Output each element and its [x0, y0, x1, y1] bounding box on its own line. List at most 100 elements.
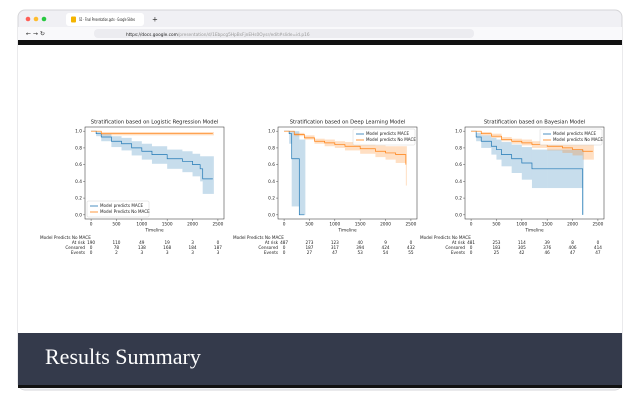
risk-value: 3 [191, 240, 194, 245]
survival-curve [91, 130, 213, 180]
risk-value: 54 [383, 250, 389, 255]
risk-value: 40 [358, 240, 364, 245]
risk-value: 9 [384, 240, 387, 245]
confidence-band [291, 131, 300, 207]
y-tick-label: 1.0 [268, 129, 275, 135]
new-tab[interactable]: + [152, 16, 158, 24]
risk-value: 114 [518, 240, 526, 245]
y-tick-label: 0.2 [455, 196, 462, 202]
minimize-button[interactable] [33, 16, 39, 22]
risk-value: 184 [189, 245, 197, 250]
tab-title: S5 - Final Presentation.pptx - Google Sl… [79, 17, 135, 23]
zoom-button[interactable] [41, 16, 47, 22]
risk-value: 0 [470, 250, 473, 255]
confidence-band [182, 151, 193, 173]
url-host: https://docs.google.com [126, 32, 178, 38]
x-tick-label: 2500 [212, 222, 223, 228]
risk-value: 424 [382, 245, 390, 250]
url: https://docs.google.com/presentation/d/1… [126, 32, 310, 38]
x-tick-label: 500 [492, 222, 500, 228]
risk-value: 49 [139, 240, 145, 245]
risk-value: 25 [494, 250, 500, 255]
risk-value: 3 [191, 250, 194, 255]
survival-curve [91, 130, 213, 135]
slide-top-bar [18, 40, 622, 45]
risk-row-label: At risk [265, 240, 279, 245]
risk-value: 394 [356, 245, 364, 250]
x-axis-label: Timeline [144, 228, 164, 234]
caption-band [18, 333, 622, 385]
x-tick-label: 0 [470, 222, 473, 228]
risk-value: 19 [165, 240, 171, 245]
confidence-band [141, 143, 152, 160]
confidence-band [299, 139, 305, 215]
legend-label: Model predicts No MACE [553, 137, 603, 142]
tab[interactable] [66, 13, 144, 26]
confidence-band [121, 137, 132, 151]
risk-row-label: At risk [72, 240, 86, 245]
url-path: /presentation/d/1Ebpcg5HpBsFjnEHs0Oysr/e… [178, 32, 310, 38]
risk-value: 0 [410, 240, 413, 245]
risk-row-label: Events [71, 250, 85, 255]
risk-value: 47 [332, 250, 338, 255]
plot-frame [464, 126, 605, 220]
y-tick-label: 0.0 [268, 212, 275, 218]
address-bar[interactable] [94, 29, 474, 38]
risk-row-label: Events [451, 250, 465, 255]
confidence-band [96, 132, 102, 137]
risk-value: 3 [217, 250, 220, 255]
legend-box [352, 128, 416, 146]
risk-value: 432 [407, 245, 415, 250]
legend-label: Model predicts MACE [100, 203, 143, 208]
risk-value: 8 [571, 240, 574, 245]
nav-buttons[interactable]: ← → ↻ [26, 31, 45, 38]
risk-value: 0 [90, 245, 93, 250]
risk-value: 376 [543, 245, 551, 250]
risk-value: 2 [115, 250, 118, 255]
y-tick-label: 0.6 [268, 162, 275, 168]
confidence-band [167, 149, 183, 169]
risk-value: 0 [597, 240, 600, 245]
confidence-band [592, 143, 594, 160]
confidence-band [202, 156, 213, 194]
risk-value: 78 [114, 245, 120, 250]
confidence-band [501, 142, 512, 167]
risk-value: 55 [408, 250, 414, 255]
risk-row-label: At risk [452, 240, 466, 245]
confidence-band [521, 139, 532, 146]
y-tick-label: 0.8 [455, 145, 462, 151]
confidence-band [481, 135, 492, 148]
risk-value: 187 [305, 245, 313, 250]
risk-value: 481 [467, 240, 475, 245]
confidence-band [405, 146, 407, 186]
risk-value: 487 [280, 240, 288, 245]
risk-value: 414 [594, 245, 602, 250]
x-tick-label: 1500 [355, 222, 366, 228]
slide-caption: Results Summary [45, 344, 201, 369]
risk-row-label: Censored [65, 245, 85, 250]
confidence-band [212, 132, 214, 136]
close-button[interactable] [25, 16, 31, 22]
confidence-band [304, 135, 315, 140]
risk-value: 27 [307, 250, 313, 255]
risk-value: 3 [140, 250, 143, 255]
risk-row-label: Events [264, 250, 278, 255]
y-tick-label: 0.0 [75, 212, 82, 218]
risk-value: 0 [470, 245, 473, 250]
survival-curve [471, 130, 593, 152]
confidence-band [212, 156, 214, 194]
risk-value: 110 [112, 240, 120, 245]
risk-value: 406 [569, 245, 577, 250]
risk-value: 305 [518, 245, 526, 250]
confidence-band [582, 143, 593, 160]
y-tick-label: 0.8 [75, 145, 82, 151]
x-tick-label: 2000 [187, 222, 198, 228]
y-tick-label: 0.4 [75, 179, 82, 185]
confidence-band [289, 131, 292, 144]
y-tick-label: 0.0 [455, 212, 462, 218]
y-tick-label: 0.2 [268, 196, 275, 202]
tab-icon [71, 16, 76, 23]
y-tick-label: 0.6 [455, 162, 462, 168]
risk-value: 53 [358, 250, 364, 255]
